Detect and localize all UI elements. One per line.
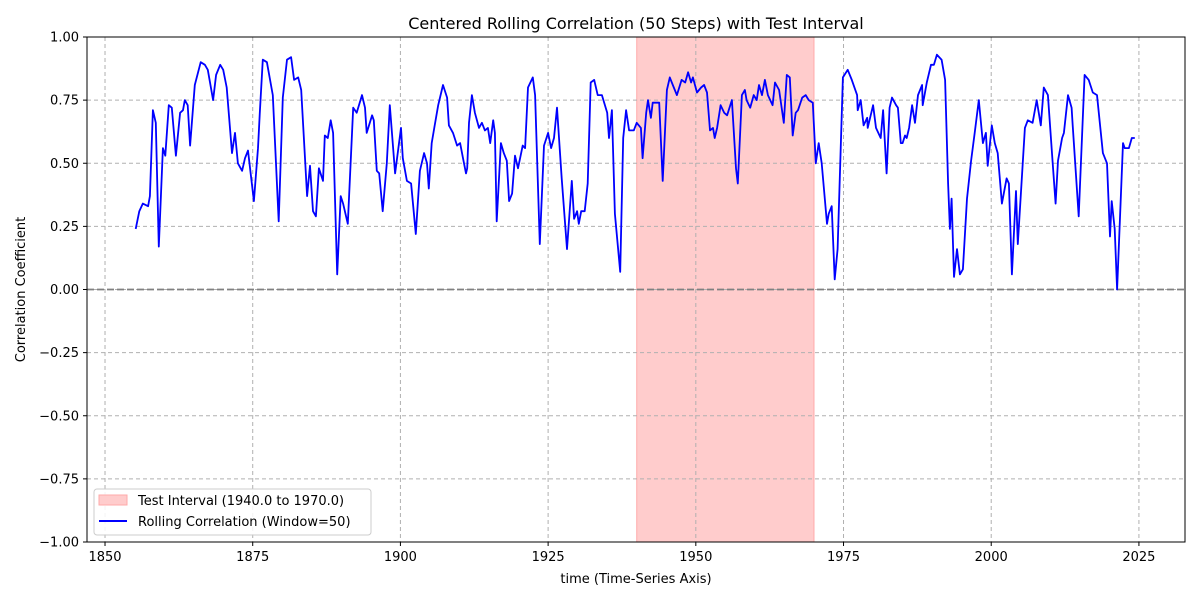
y-axis-label: Correlation Coefficient [14, 217, 29, 363]
rolling-correlation-line [134, 53, 1135, 291]
chart-title: Centered Rolling Correlation (50 Steps) … [408, 14, 863, 33]
y-tick-label: 0.75 [50, 94, 79, 109]
x-tick-label: 2000 [975, 550, 1008, 565]
legend-label-test-interval: Test Interval (1940.0 to 1970.0) [137, 494, 344, 509]
legend-swatch-test-interval [98, 494, 128, 506]
x-axis-label: time (Time-Series Axis) [560, 572, 711, 587]
x-tick-label: 1850 [88, 550, 121, 565]
legend-label-rolling-correlation: Rolling Correlation (Window=50) [138, 515, 351, 530]
y-tick-label: 0.00 [50, 283, 79, 298]
y-tick-label: −0.75 [39, 472, 79, 487]
y-tick-label: 0.50 [50, 157, 79, 172]
y-tick-label: −1.00 [39, 536, 79, 551]
y-tick-label: −0.25 [39, 346, 79, 361]
legend: Test Interval (1940.0 to 1970.0) Rolling… [93, 488, 372, 536]
legend-box [93, 488, 372, 536]
x-tick-label: 2025 [1122, 550, 1155, 565]
y-tick-label: −0.50 [39, 409, 79, 424]
x-tick-label: 1950 [679, 550, 712, 565]
x-tick-label: 1925 [532, 550, 565, 565]
y-tick-label: 1.00 [50, 31, 79, 46]
x-tick-label: 1900 [384, 550, 417, 565]
x-tick-label: 1975 [827, 550, 860, 565]
y-tick-label: 0.25 [50, 220, 79, 235]
x-tick-label: 1875 [236, 550, 269, 565]
